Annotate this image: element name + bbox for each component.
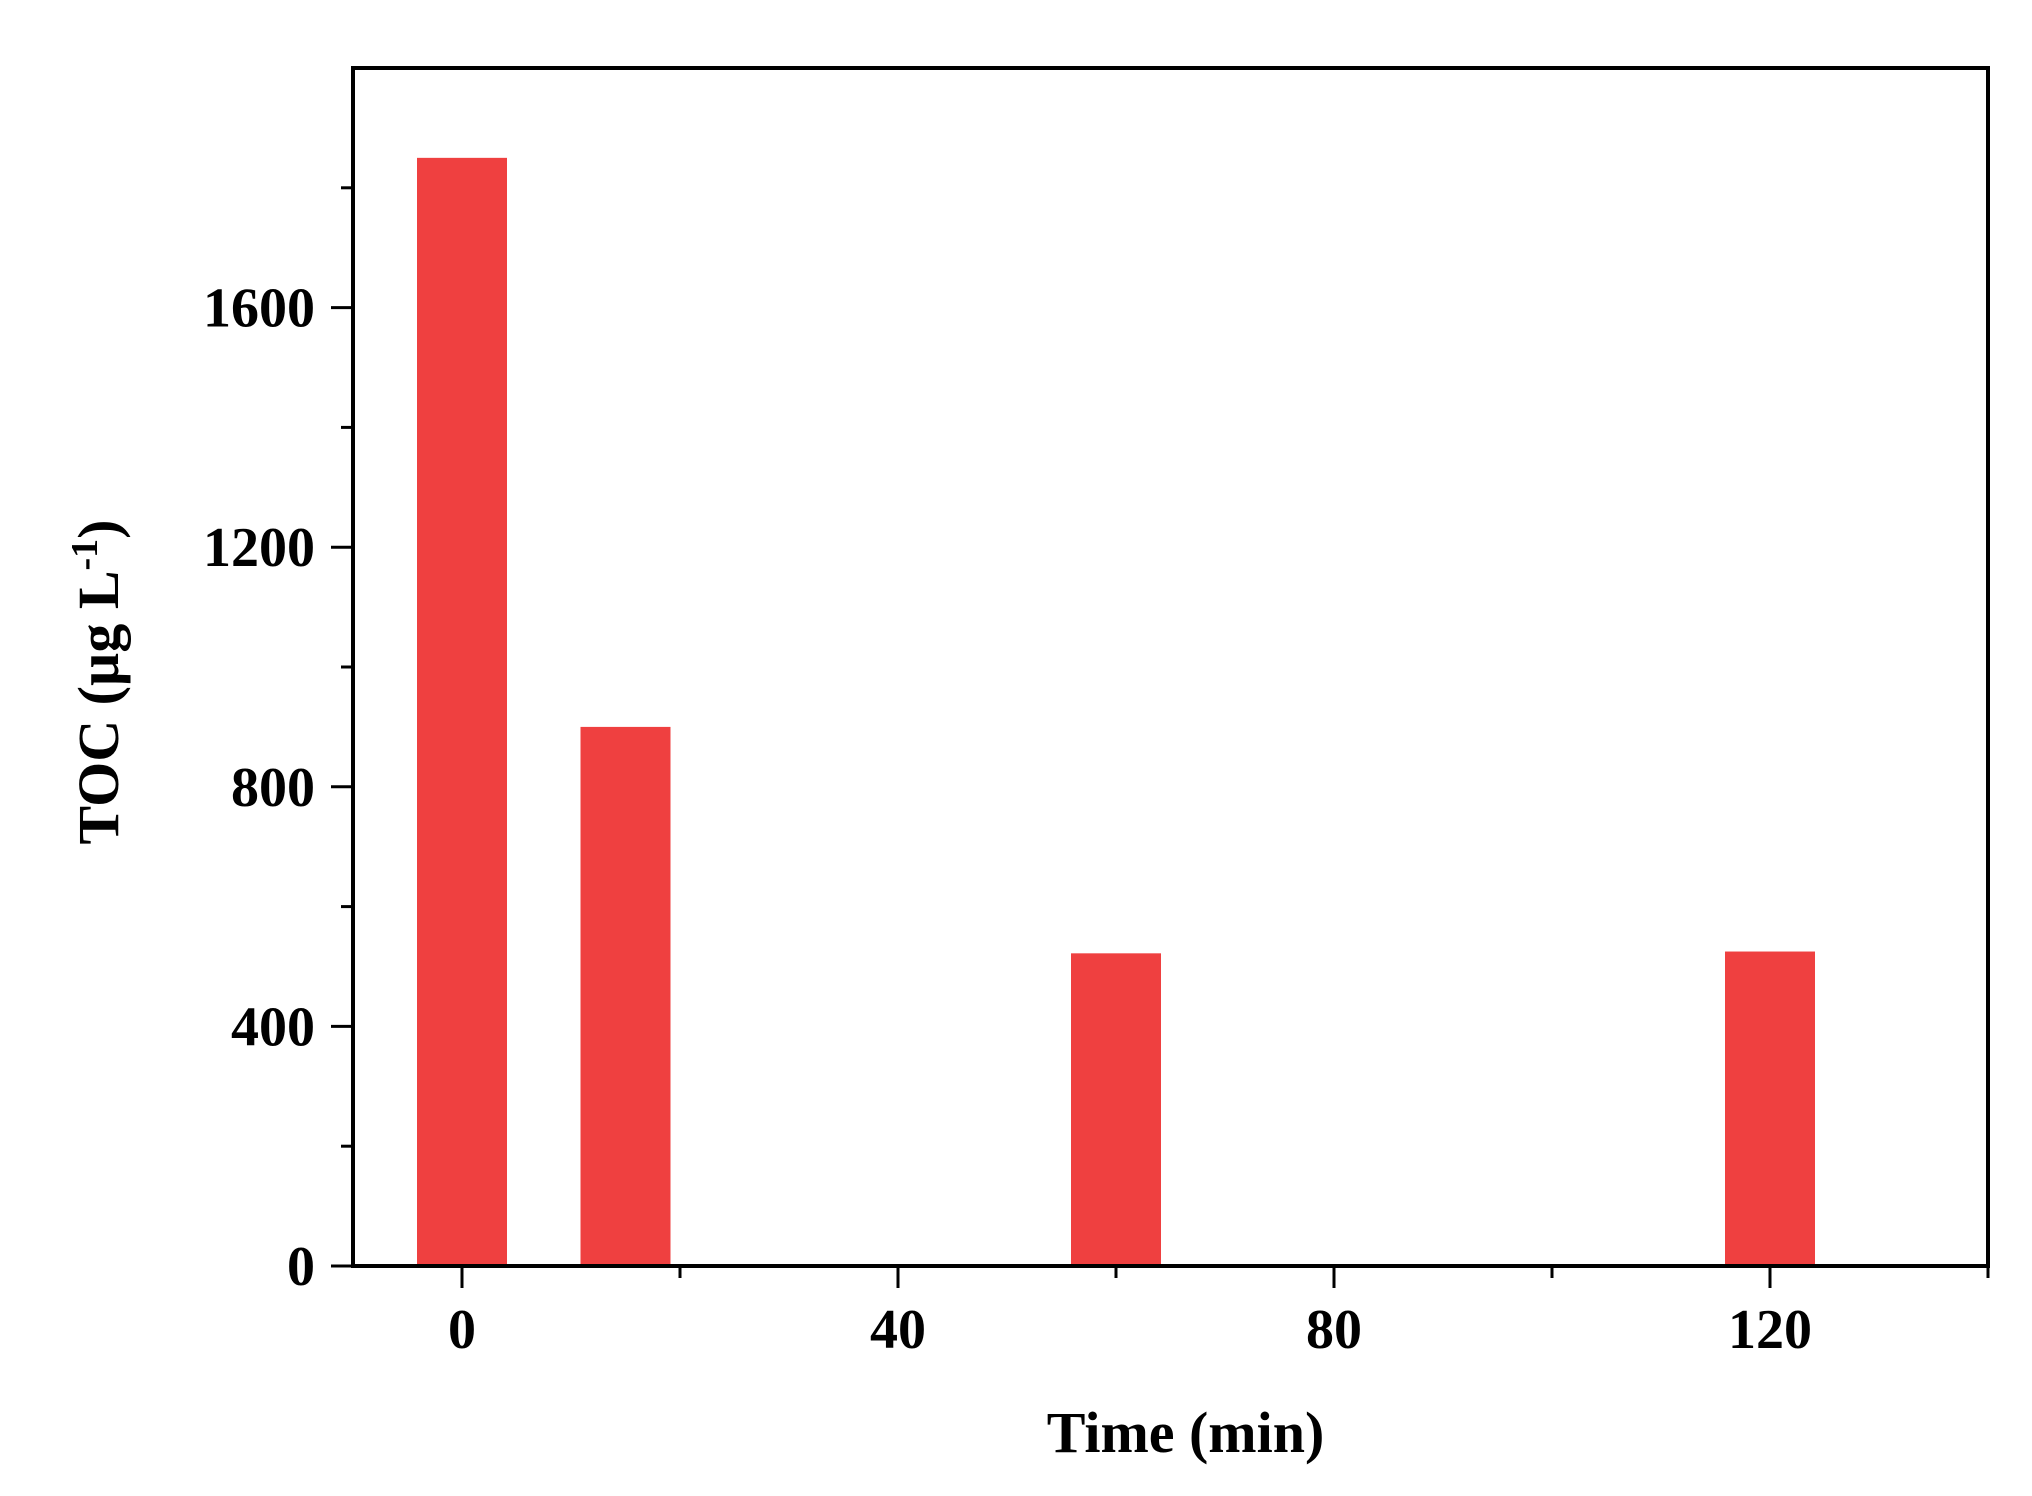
bars-layer <box>417 157 1815 1267</box>
x-axis-title: Time (min) <box>1047 1400 1325 1465</box>
y-tick-label-1200: 1200 <box>203 517 315 579</box>
y-axis-title-close: ) <box>66 519 131 538</box>
y-axis-title-superscript: -1 <box>64 539 106 571</box>
y-tick-label-800: 800 <box>231 757 315 819</box>
y-axis-title-main: TOC (µg L <box>66 570 131 844</box>
y-tick-label-0: 0 <box>287 1236 315 1298</box>
bar-60 <box>1071 953 1161 1266</box>
y-axis-title: TOC (µg L-1) <box>64 519 131 844</box>
bar-0 <box>417 157 507 1267</box>
x-tick-label-120: 120 <box>1728 1299 1812 1361</box>
y-tick-label-400: 400 <box>231 996 315 1058</box>
x-tick-label-80: 80 <box>1306 1299 1362 1361</box>
bar-15 <box>580 726 671 1266</box>
x-tick-label-40: 40 <box>870 1299 926 1361</box>
bar-120 <box>1725 951 1815 1266</box>
ticks-layer <box>331 186 1990 1288</box>
x-tick-label-0: 0 <box>448 1299 476 1361</box>
y-tick-label-1600: 1600 <box>203 278 315 340</box>
